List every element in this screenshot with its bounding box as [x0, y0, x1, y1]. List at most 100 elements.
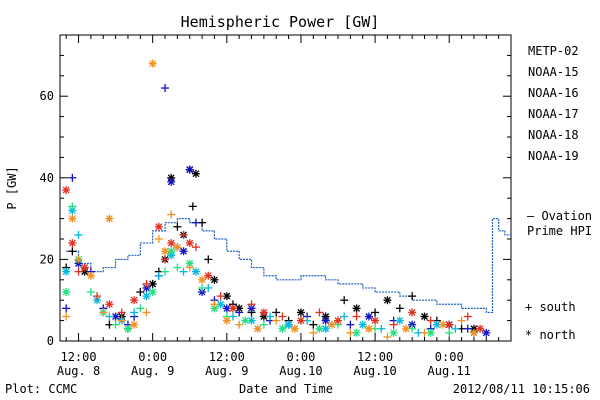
data-point-noaa-18: [327, 320, 336, 329]
data-point-metp-02: [68, 247, 77, 256]
data-point-noaa-18: [210, 300, 219, 309]
data-point-noaa-18: [167, 210, 176, 219]
data-point-metp-02: [309, 320, 318, 329]
data-point-noaa-19: [154, 222, 163, 231]
data-point-noaa-15: [463, 324, 472, 333]
data-point-noaa-17: [86, 288, 95, 297]
data-point-noaa-17: [136, 304, 145, 313]
legend-entry-noaa-17: NOAA-17: [528, 107, 579, 121]
ovation-prime-hpi-line: [66, 218, 511, 314]
data-point-noaa-19: [93, 292, 102, 301]
data-point-noaa-17: [173, 263, 182, 272]
ovation-hpi-path: [66, 218, 511, 314]
data-point-noaa-18: [383, 332, 392, 341]
data-point-noaa-16: [130, 308, 139, 317]
data-point-noaa-18: [235, 320, 244, 329]
plot-timestamp: 2012/08/11 10:15:06: [453, 382, 590, 396]
legend-entry-noaa-19: NOAA-19: [528, 149, 579, 163]
data-point-noaa-19: [463, 312, 472, 321]
legend-entry-noaa-18: NOAA-18: [528, 128, 579, 142]
data-point-metp-02: [395, 304, 404, 313]
y-tick-label: 60: [40, 89, 54, 103]
data-point-metp-02: [272, 308, 281, 317]
data-point-noaa-17: [148, 288, 157, 297]
data-point-noaa-17: [62, 288, 71, 297]
y-tick-label: 40: [40, 171, 54, 185]
data-point-noaa-19: [408, 308, 417, 317]
data-point-noaa-16: [68, 206, 77, 215]
data-point-noaa-18: [420, 328, 429, 337]
data-point-noaa-19: [334, 316, 343, 325]
data-point-noaa-15: [198, 288, 207, 297]
data-point-noaa-16: [432, 320, 441, 329]
data-point-noaa-19: [191, 243, 200, 252]
data-point-noaa-19: [259, 308, 268, 317]
data-point-noaa-19: [228, 304, 237, 313]
data-point-noaa-19: [68, 239, 77, 248]
data-point-noaa-16: [74, 230, 83, 239]
data-point-noaa-18: [364, 324, 373, 333]
data-point-noaa-18: [185, 263, 194, 272]
data-point-noaa-18: [142, 308, 151, 317]
data-point-noaa-15: [185, 165, 194, 174]
data-point-noaa-17: [241, 316, 250, 325]
data-point-noaa-18: [309, 328, 318, 337]
data-point-noaa-16: [105, 312, 114, 321]
data-point-noaa-18: [62, 312, 71, 321]
data-point-noaa-15: [142, 283, 151, 292]
x-tick-date: Aug.10: [279, 364, 322, 378]
data-point-noaa-16: [62, 267, 71, 276]
x-tick-date: Aug.11: [428, 364, 471, 378]
data-point-noaa-16: [451, 324, 460, 333]
data-point-metp-02: [408, 292, 417, 301]
legend-entry-metp-02: METP-02: [528, 44, 579, 58]
data-point-noaa-19: [426, 316, 435, 325]
data-point-noaa-16: [284, 320, 293, 329]
data-point-noaa-17: [278, 324, 287, 333]
x-tick-time: 0:00: [286, 350, 315, 364]
data-point-metp-02: [371, 308, 380, 317]
data-point-noaa-19: [130, 296, 139, 305]
y-tick-label: 20: [40, 252, 54, 266]
data-point-metp-02: [383, 296, 392, 305]
data-point-noaa-19: [204, 271, 213, 280]
data-point-noaa-15: [364, 312, 373, 321]
data-point-noaa-18: [86, 271, 95, 280]
data-point-noaa-15: [68, 173, 77, 182]
data-point-noaa-18: [161, 247, 170, 256]
data-point-noaa-18: [99, 308, 108, 317]
data-point-noaa-18: [105, 214, 114, 223]
data-point-noaa-19: [278, 312, 287, 321]
legend-entry-noaa-16: NOAA-16: [528, 86, 579, 100]
data-point-noaa-19: [216, 292, 225, 301]
data-point-noaa-19: [352, 312, 361, 321]
data-point-noaa-19: [167, 239, 176, 248]
data-point-noaa-15: [161, 84, 170, 93]
data-point-noaa-19: [247, 300, 256, 309]
data-point-noaa-19: [389, 320, 398, 329]
x-axis-label: Date and Time: [239, 382, 333, 396]
data-point-noaa-16: [358, 320, 367, 329]
data-point-noaa-19: [117, 308, 126, 317]
data-point-noaa-18: [68, 214, 77, 223]
data-point-noaa-19: [185, 239, 194, 248]
data-point-noaa-19: [296, 316, 305, 325]
data-point-metp-02: [340, 296, 349, 305]
data-point-noaa-16: [266, 312, 275, 321]
data-point-metp-02: [204, 255, 213, 264]
data-point-noaa-18: [222, 316, 231, 325]
data-point-noaa-15: [321, 316, 330, 325]
data-point-noaa-16: [191, 267, 200, 276]
legend-marker-north: * north: [525, 328, 576, 342]
data-point-noaa-16: [154, 271, 163, 280]
data-point-noaa-18: [74, 255, 83, 264]
legend-ovation-label: Prime HPI: [527, 224, 592, 238]
data-point-noaa-18: [346, 328, 355, 337]
data-point-noaa-19: [142, 279, 151, 288]
data-point-metp-02: [420, 312, 429, 321]
y-axis-label: P [GW]: [5, 166, 19, 209]
data-point-noaa-15: [179, 247, 188, 256]
data-point-noaa-19: [179, 230, 188, 239]
data-point-noaa-19: [476, 324, 485, 333]
data-point-noaa-17: [445, 328, 454, 337]
